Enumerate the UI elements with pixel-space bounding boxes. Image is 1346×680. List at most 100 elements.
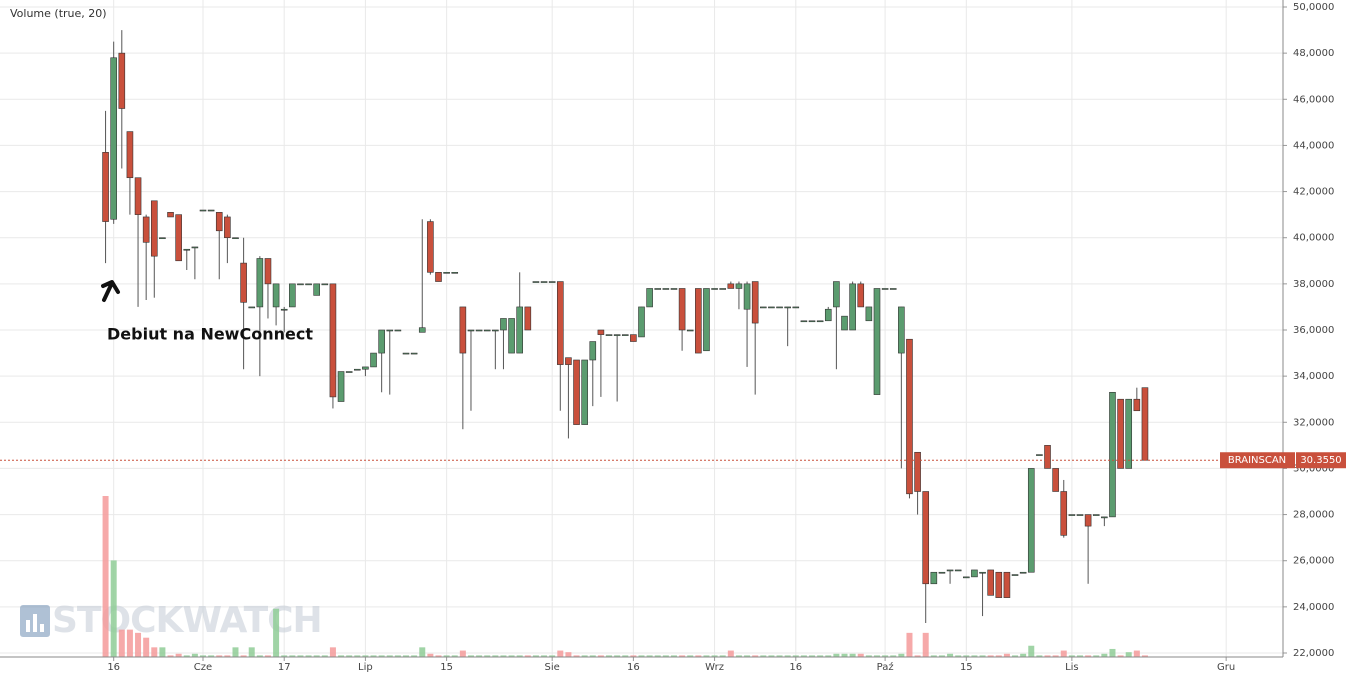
indicator-label: Volume (true, 20) (10, 7, 107, 20)
candle-body (1052, 468, 1059, 492)
candle-body (207, 209, 215, 212)
candle-body (889, 288, 897, 290)
candle-body (922, 491, 930, 585)
candle-body (362, 366, 369, 370)
candle-body (735, 283, 743, 289)
candle-body (191, 246, 199, 249)
candle-body (289, 283, 296, 308)
candle-body (792, 306, 800, 309)
volume-bar (289, 655, 296, 657)
candle-body (841, 315, 848, 331)
volume-bar (606, 655, 613, 657)
volume-bar (541, 655, 548, 657)
candle-body (467, 329, 475, 332)
candle-body (1076, 514, 1084, 516)
candle-body (751, 281, 759, 324)
volume-group (102, 496, 1148, 657)
volume-bar (167, 655, 174, 657)
candle-body (305, 283, 312, 286)
volume-bar (386, 655, 393, 657)
volume-bar (411, 655, 418, 657)
watermark-icon-bar (26, 620, 30, 632)
x-tick-label: Cze (194, 662, 212, 673)
candle-body (727, 283, 735, 289)
candle-body (695, 288, 702, 354)
candle-body (150, 200, 158, 257)
x-tick-label: Sie (545, 662, 560, 673)
candle-body (1117, 398, 1124, 469)
volume-bar (305, 655, 312, 657)
volume-bar (865, 655, 872, 657)
candle-body (329, 283, 337, 398)
volume-bar (638, 655, 645, 657)
volume-bar (476, 655, 483, 657)
watermark-icon-bar (33, 614, 37, 632)
volume-bar (882, 655, 889, 657)
volume-bar (971, 655, 978, 657)
candle-body (938, 571, 946, 574)
volume-bar (1003, 653, 1010, 657)
candle-body (1003, 571, 1011, 598)
volume-bar (857, 653, 864, 657)
volume-bar (183, 655, 190, 657)
candle-body (102, 152, 109, 222)
candle-body (768, 306, 775, 309)
price-value-box (1296, 452, 1346, 469)
y-tick-label: 34,0000 (1293, 371, 1334, 382)
price-value-label: 30.3550 (1300, 455, 1341, 466)
volume-bar (947, 653, 954, 657)
candle-body (118, 52, 126, 109)
candle-body (1068, 514, 1076, 516)
y-tick-label: 38,0000 (1293, 279, 1334, 290)
candle-body (686, 329, 694, 332)
candle-body (459, 306, 467, 354)
y-tick-label: 48,0000 (1293, 48, 1334, 59)
candle-body (264, 258, 272, 285)
candle-body (313, 283, 320, 296)
volume-bar (614, 655, 621, 657)
candle-body (1125, 398, 1133, 469)
volume-bar (589, 655, 596, 657)
candle-body (743, 283, 751, 310)
candle-body (816, 320, 824, 323)
volume-bar (662, 655, 669, 657)
y-tick-label: 28,0000 (1293, 510, 1334, 521)
candles-group (102, 30, 1149, 624)
candle-body (321, 283, 329, 286)
volume-bar (435, 655, 442, 657)
volume-bar (321, 655, 328, 657)
candle-body (272, 283, 280, 308)
volume-bar (573, 655, 580, 657)
watermark: STOCKWATCH (52, 600, 322, 641)
candle-body (353, 368, 361, 371)
volume-bar (841, 653, 848, 657)
candle-body (175, 214, 182, 262)
candle-body (678, 288, 686, 331)
candle-body (556, 281, 564, 365)
volume-bar (922, 632, 929, 657)
candle-body (1011, 574, 1019, 576)
x-tick-label: 16 (107, 662, 120, 673)
candle-body (1027, 468, 1035, 573)
candle-body (215, 212, 223, 232)
x-tick-label: 16 (789, 662, 802, 673)
annotation-arrow (101, 280, 120, 302)
volume-bar (744, 655, 751, 657)
candle-body (857, 283, 865, 308)
x-tick-label: Wrz (705, 662, 724, 673)
price-name: BRAINSCAN (1228, 455, 1286, 466)
y-tick-label: 30,0000 (1293, 463, 1334, 474)
volume-bar (1133, 650, 1140, 657)
candle-body (971, 569, 978, 578)
candle-body (914, 451, 921, 492)
candle-body (946, 569, 954, 572)
candle-body (1092, 514, 1100, 516)
candle-body (451, 272, 459, 274)
volume-bar (354, 655, 361, 657)
candle-body (670, 288, 678, 290)
volume-bar (760, 655, 767, 657)
volume-bar (256, 655, 263, 657)
candle-body (589, 341, 597, 361)
volume-bar (264, 655, 271, 657)
volume-bar (143, 637, 150, 657)
